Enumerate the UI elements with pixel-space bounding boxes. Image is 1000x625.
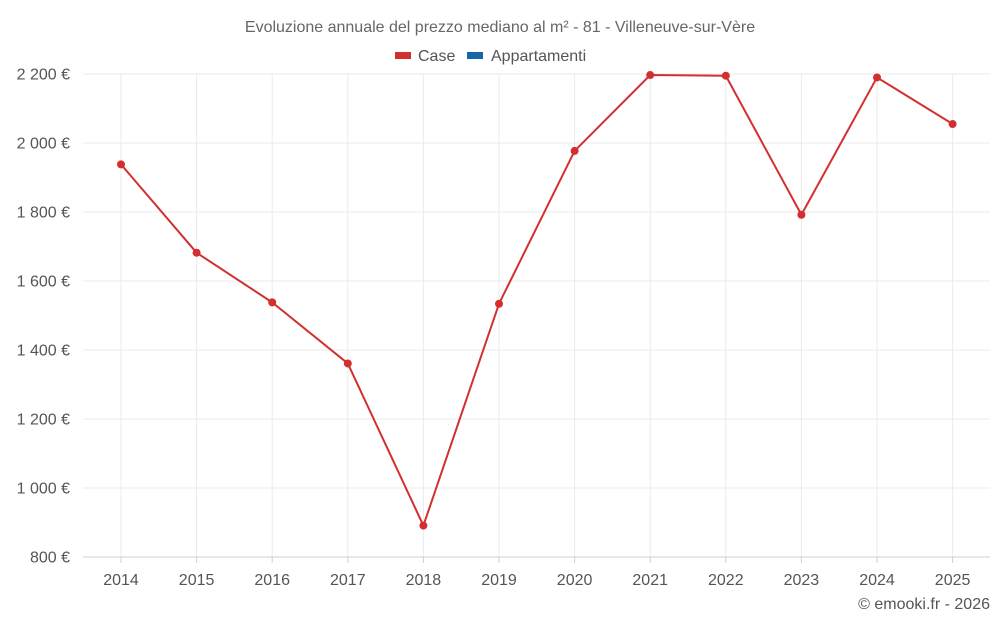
y-tick-label: 800 € <box>30 550 70 567</box>
legend-swatch-appartamenti <box>467 52 483 59</box>
data-point-2016[interactable] <box>268 298 277 307</box>
x-tick-label: 2018 <box>406 572 442 589</box>
x-tick-label: 2025 <box>935 572 971 589</box>
y-tick-label: 1 600 € <box>17 274 70 291</box>
x-tick-label: 2016 <box>254 572 290 589</box>
y-tick-label: 2 000 € <box>17 136 70 153</box>
chart-title: Evoluzione annuale del prezzo mediano al… <box>245 19 755 36</box>
y-tick-label: 1 200 € <box>17 412 70 429</box>
data-point-2020[interactable] <box>570 146 579 155</box>
gridlines <box>83 73 990 557</box>
y-tick-label: 2 200 € <box>17 67 70 84</box>
x-tick-label: 2019 <box>481 572 517 589</box>
data-point-2023[interactable] <box>797 210 806 219</box>
data-point-2019[interactable] <box>495 299 503 308</box>
data-point-2015[interactable] <box>192 248 201 257</box>
y-axis-ticks: 800 € 1 000 € 1 200 € 1 400 € 1 600 € 1 800 €… <box>17 67 70 567</box>
x-tick-label: 2015 <box>179 572 215 589</box>
y-tick-label: 1 400 € <box>17 343 70 360</box>
x-tick-label: 2014 <box>103 572 139 589</box>
series-case <box>117 71 957 530</box>
series-line-case <box>120 74 954 527</box>
data-point-2014[interactable] <box>117 160 125 169</box>
data-point-2017[interactable] <box>343 359 352 368</box>
legend-label-appartamenti[interactable]: Appartamenti <box>491 48 586 65</box>
x-tick-label: 2023 <box>784 572 820 589</box>
credit-text: © emooki.fr - 2026 <box>858 596 990 613</box>
data-point-2018[interactable] <box>419 521 428 530</box>
x-tick-label: 2021 <box>632 572 668 589</box>
data-point-2021[interactable] <box>646 71 655 80</box>
data-point-2025[interactable] <box>948 120 957 129</box>
y-tick-label: 1 800 € <box>17 205 70 222</box>
x-axis-ticks: 2014 2015 2016 2017 2018 2019 2020 2021 2022 2023… <box>103 557 970 589</box>
legend-swatch-case <box>395 52 411 59</box>
x-tick-label: 2024 <box>859 572 895 589</box>
legend-label-case[interactable]: Case <box>418 48 455 65</box>
legend: Case Appartamenti <box>395 48 586 65</box>
x-tick-label: 2020 <box>557 572 593 589</box>
data-point-2024[interactable] <box>873 73 881 82</box>
y-tick-label: 1 000 € <box>17 481 70 498</box>
x-tick-label: 2017 <box>330 572 366 589</box>
data-point-2022[interactable] <box>721 71 730 80</box>
x-tick-label: 2022 <box>708 572 744 589</box>
